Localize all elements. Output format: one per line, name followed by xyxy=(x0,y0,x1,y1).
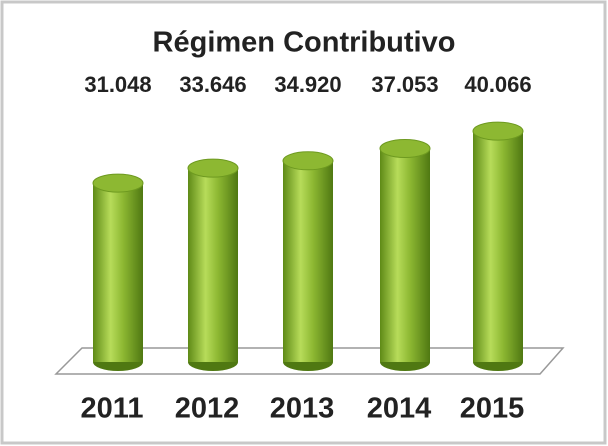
bar-top xyxy=(379,139,431,159)
x-tick-label: 2013 xyxy=(270,393,335,425)
bar xyxy=(380,148,430,362)
x-tick-label: 2015 xyxy=(460,393,525,425)
bar-top xyxy=(472,121,524,141)
chart-title: Régimen Contributivo xyxy=(153,27,456,59)
data-label: 33.646 xyxy=(179,72,246,97)
bar-top xyxy=(187,158,239,178)
data-label: 37.053 xyxy=(371,72,438,97)
x-tick-label: 2011 xyxy=(81,393,144,425)
bar xyxy=(93,183,143,362)
bar xyxy=(188,168,238,362)
bar-top xyxy=(92,173,144,193)
data-label: 40.066 xyxy=(464,72,531,97)
bar xyxy=(283,160,333,362)
bar-top xyxy=(282,151,334,171)
data-label: 34.920 xyxy=(274,72,341,97)
x-tick-label: 2014 xyxy=(367,393,432,425)
data-label: 31.048 xyxy=(84,72,151,97)
x-tick-label: 2012 xyxy=(175,393,240,425)
bar xyxy=(473,131,523,362)
